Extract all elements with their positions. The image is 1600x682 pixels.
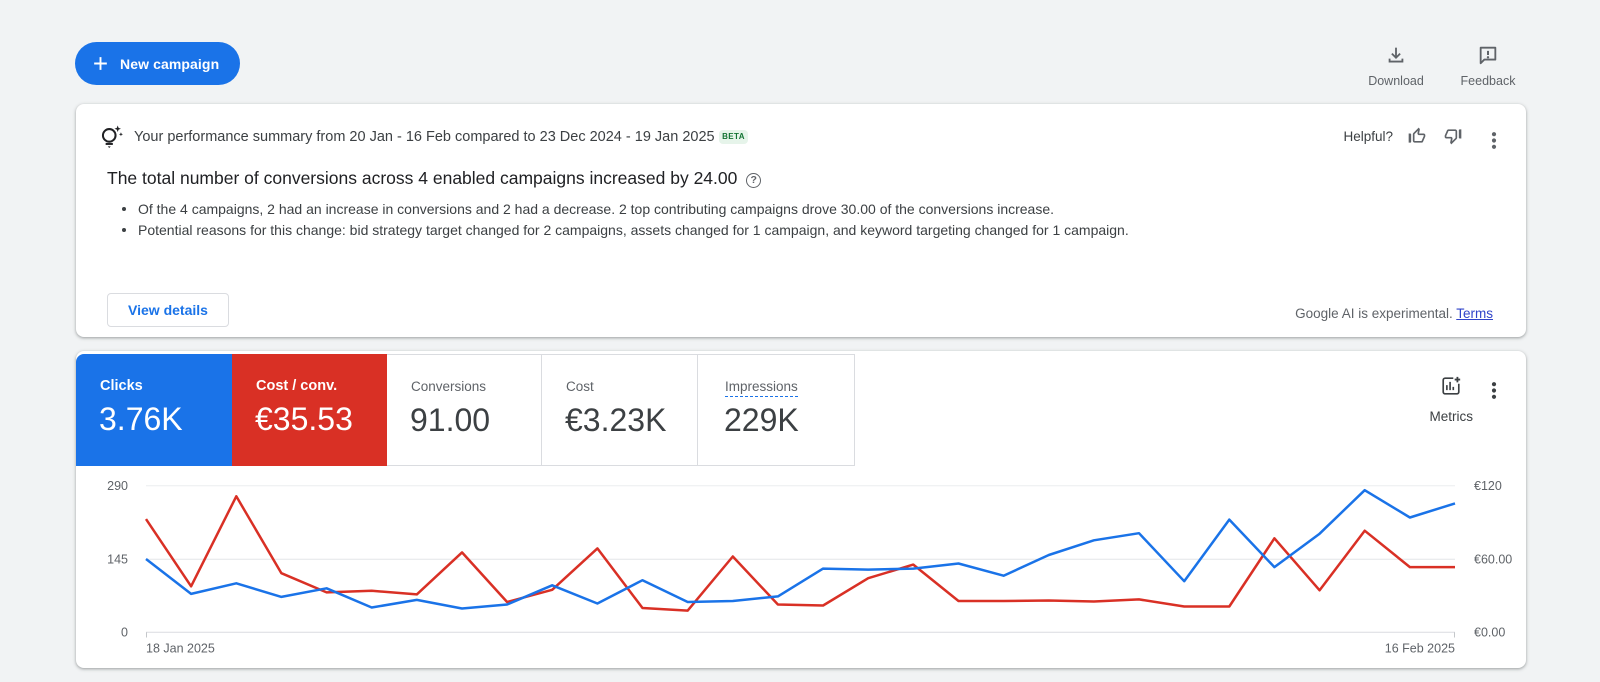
svg-text:0: 0 (121, 626, 128, 640)
svg-text:€60.00: €60.00 (1474, 553, 1512, 567)
svg-text:290: 290 (107, 479, 128, 493)
svg-text:€0.00: €0.00 (1474, 626, 1505, 640)
svg-text:18 Jan 2025: 18 Jan 2025 (146, 642, 215, 656)
svg-text:16 Feb 2025: 16 Feb 2025 (1385, 642, 1455, 656)
svg-text:145: 145 (107, 553, 128, 567)
svg-text:€120: €120 (1474, 479, 1502, 493)
